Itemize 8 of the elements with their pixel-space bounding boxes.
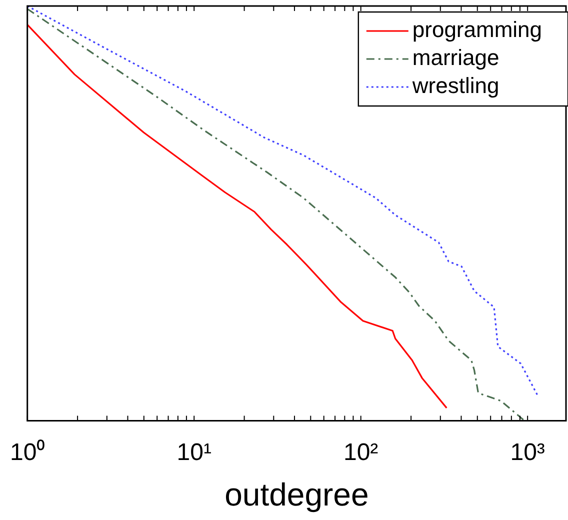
x-tick-label: 10²	[343, 438, 378, 466]
legend-label: wrestling	[411, 73, 500, 98]
x-tick-label: 10³	[510, 438, 545, 466]
legend-label: marriage	[412, 45, 500, 70]
x-tick-label: 10¹	[176, 438, 212, 466]
legend-label: programming	[412, 17, 542, 42]
x-axis-title: outdegree	[224, 476, 369, 513]
x-tick-label: 10⁰	[10, 438, 45, 466]
